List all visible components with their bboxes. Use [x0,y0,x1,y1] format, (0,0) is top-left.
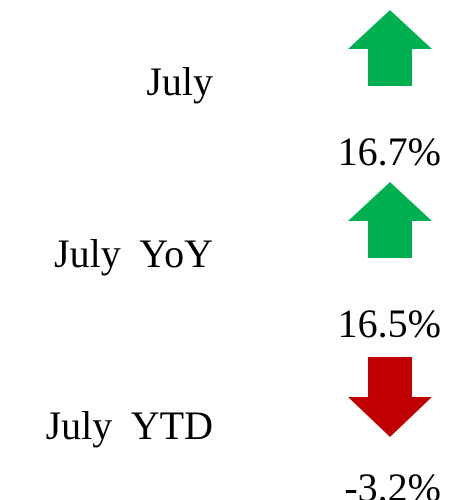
row-label: July YoY [54,231,213,276]
arrow-up [348,182,432,258]
row-value: -3.2% [344,465,441,500]
row-value: 16.5% [338,301,441,346]
row-label: July YTD [46,403,213,448]
row-value: 16.7% [338,129,441,174]
row-label: July [146,59,213,104]
arrow-down [348,357,432,437]
arrow-up [348,10,432,86]
